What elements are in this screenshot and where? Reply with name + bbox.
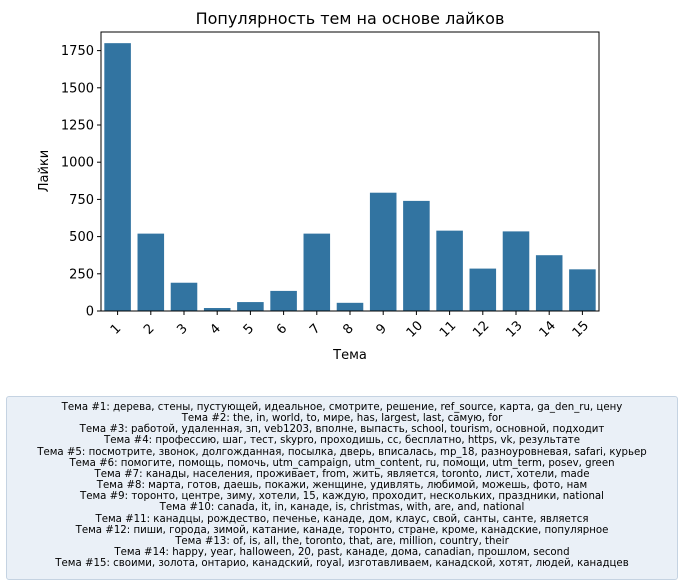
x-axis-label: Тема [332, 348, 367, 363]
y-axis-ticks: 0 250 500 750 1000 1250 1500 1750 [61, 44, 101, 320]
legend-line-6: Тема #6: помогите, помощь, помочь, utm_c… [69, 457, 615, 469]
bar-topic-7 [303, 233, 331, 311]
bar-topic-5 [237, 302, 264, 311]
y-tick-label: 1750 [61, 44, 94, 59]
bar-topic-8 [336, 302, 364, 311]
legend-line-3: Тема #3: работой, удаленная, зп, veb1203… [79, 424, 605, 436]
legend-line-14: Тема #14: happy, year, halloween, 20, pa… [114, 547, 570, 559]
bar-topic-4 [203, 308, 231, 311]
legend-line-12: Тема #12: пиши, города, зимой, катание, … [75, 524, 609, 536]
x-tick-label: 15 [570, 318, 592, 340]
bar-topic-14 [535, 255, 563, 311]
legend-line-4: Тема #4: профессию, шаг, тест, skypro, п… [104, 435, 580, 447]
bars [104, 43, 596, 311]
bar-topic-13 [502, 231, 530, 311]
bar-topic-12 [469, 268, 497, 311]
x-tick-label: 6 [274, 321, 290, 337]
x-tick-label: 3 [174, 321, 190, 337]
x-tick-label: 13 [503, 318, 525, 340]
x-tick-label: 7 [307, 321, 323, 337]
y-tick-label: 1000 [61, 156, 94, 171]
y-tick-label: 250 [69, 267, 94, 282]
y-tick-label: 1500 [61, 81, 94, 96]
legend-line-8: Тема #8: марта, готов, даешь, покажи, же… [96, 480, 588, 492]
x-tick-label: 2 [141, 321, 157, 337]
legend-line-11: Тема #11: канадцы, рождество, печенье, к… [95, 513, 589, 525]
bar-topic-3 [170, 282, 198, 311]
x-tick-label: 14 [537, 318, 559, 340]
x-tick-label: 1 [108, 321, 124, 337]
y-tick-label: 1250 [61, 119, 94, 134]
x-tick-label: 12 [470, 318, 492, 340]
x-tick-label: 5 [241, 321, 257, 337]
bar-topic-15 [569, 269, 596, 311]
bar-topic-1 [104, 43, 131, 311]
legend-line-7: Тема #7: канады, населения, проживает, f… [94, 468, 590, 480]
y-axis-label: Лайки [37, 150, 52, 193]
legend-line-13: Тема #13: of, is, all, the, toronto, tha… [175, 535, 509, 547]
legend-line-2: Тема #2: the, in, world, to, мире, has, … [181, 413, 503, 425]
chart-title: Популярность тем на основе лайков [196, 9, 505, 28]
plot-frame [100, 31, 600, 312]
legend-line-15: Тема #15: своими, золота, онтарио, канад… [55, 558, 629, 570]
topic-legend: Тема #1: дерева, стены, пустующей, идеал… [6, 396, 678, 580]
bar-topic-10 [403, 200, 430, 311]
legend-line-10: Тема #10: canada, it, in, канаде, is, ch… [159, 502, 525, 514]
x-axis-ticks: 1 2 3 4 5 6 7 8 9 10 11 12 13 14 15 [108, 311, 592, 341]
x-tick-label: 8 [340, 321, 356, 337]
legend-line-9: Тема #9: торонто, центре, зиму, хотели, … [79, 491, 605, 503]
y-tick-label: 0 [86, 305, 94, 320]
legend-line-1: Тема #1: дерева, стены, пустующей, идеал… [61, 402, 623, 413]
bar-topic-11 [436, 230, 463, 311]
bar-topic-6 [270, 290, 297, 311]
bar-topic-9 [369, 192, 397, 311]
x-tick-label: 4 [207, 321, 223, 337]
legend-line-5: Тема #5: посмотрите, звонок, долгожданна… [37, 446, 647, 458]
x-tick-label: 10 [404, 318, 426, 340]
x-tick-label: 11 [437, 318, 459, 340]
y-tick-label: 750 [69, 193, 94, 208]
y-tick-label: 500 [69, 230, 94, 245]
bar-topic-2 [137, 233, 165, 311]
x-tick-label: 9 [373, 321, 389, 337]
